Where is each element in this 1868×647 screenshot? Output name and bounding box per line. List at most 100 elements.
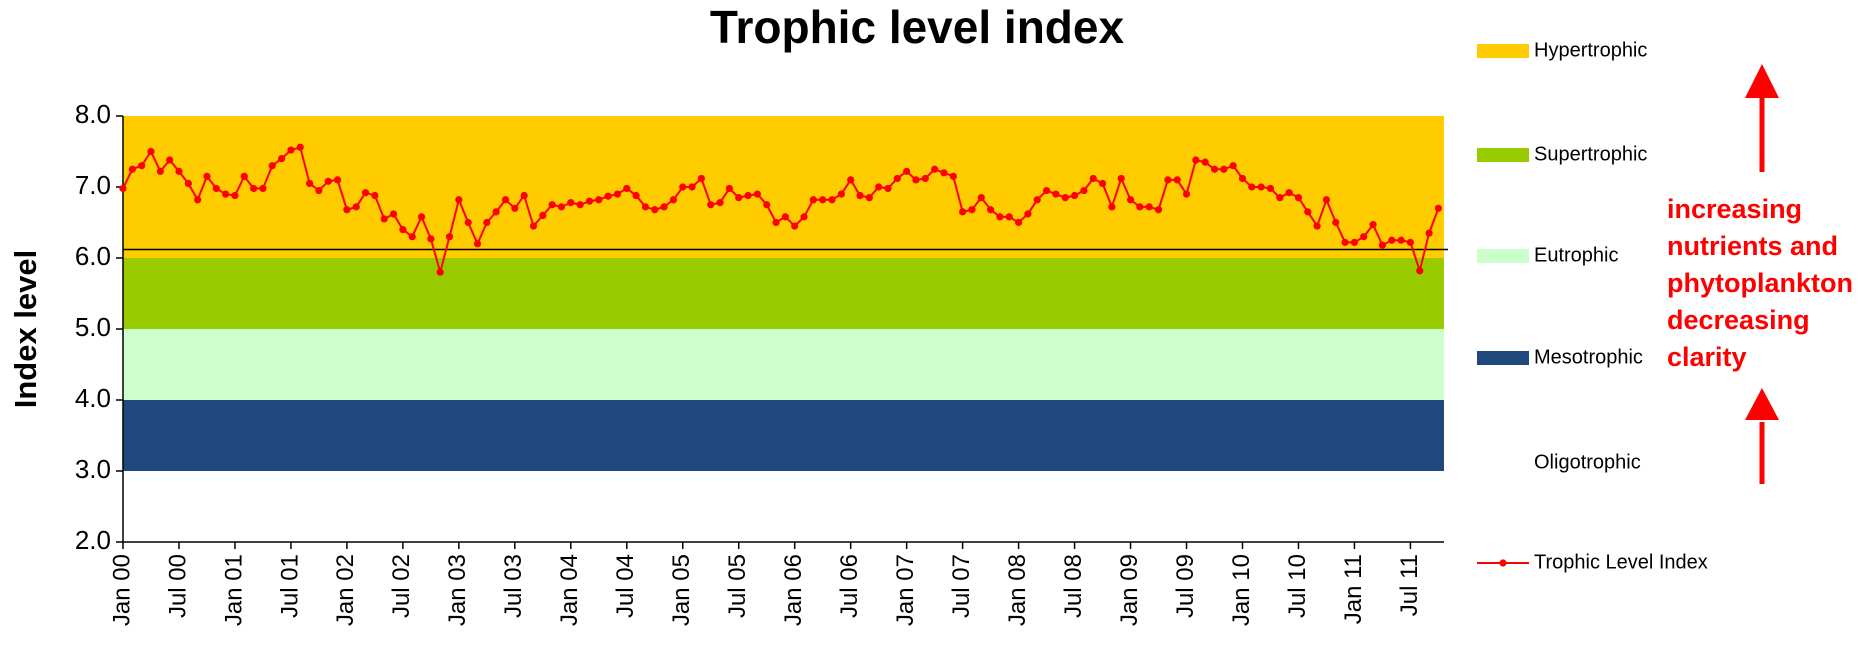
legend-label: Trophic Level Index: [1534, 551, 1708, 573]
data-point: [1173, 176, 1181, 184]
x-tick-label: Jan 00: [108, 554, 135, 626]
data-point: [557, 203, 566, 211]
data-point: [1304, 208, 1312, 216]
data-point: [268, 162, 276, 170]
data-point: [315, 186, 323, 195]
annotation-line: increasing: [1667, 194, 1802, 224]
data-point: [1089, 174, 1097, 183]
legend-label: Hypertrophic: [1534, 39, 1647, 61]
data-point: [1080, 186, 1088, 195]
data-point: [1182, 190, 1191, 198]
x-tick-label: Jul 04: [612, 554, 639, 618]
data-point: [1341, 238, 1349, 246]
x-tick-label: Jan 10: [1228, 554, 1255, 626]
data-point: [1369, 221, 1377, 229]
data-point: [959, 208, 967, 216]
data-point: [371, 191, 379, 200]
data-point: [324, 177, 332, 185]
data-point: [1033, 196, 1041, 204]
data-point: [240, 172, 248, 180]
data-point: [1098, 179, 1107, 188]
data-point: [791, 222, 799, 230]
data-point: [660, 203, 668, 211]
data-point: [1313, 222, 1321, 230]
data-point: [1108, 203, 1116, 211]
data-point: [1406, 238, 1415, 246]
data-point: [380, 215, 388, 223]
y-tick-label: 5.0: [75, 312, 111, 342]
data-point: [483, 218, 491, 227]
data-point: [1117, 174, 1125, 183]
data-point: [212, 184, 220, 193]
data-point: [669, 196, 678, 204]
data-point: [893, 174, 901, 183]
data-point: [194, 196, 202, 204]
x-tick-label: Jan 07: [892, 554, 919, 626]
x-tick-label: Jan 06: [780, 554, 807, 626]
data-point: [1294, 194, 1303, 202]
data-point: [688, 183, 696, 191]
data-point: [1126, 196, 1135, 204]
x-tick-label: Jan 08: [1004, 554, 1031, 626]
data-point: [1201, 158, 1209, 166]
data-point: [511, 204, 519, 212]
data-point: [1248, 183, 1256, 191]
data-point: [585, 197, 594, 205]
data-point: [1061, 194, 1069, 202]
x-tick-label: Jul 08: [1060, 554, 1087, 618]
data-point: [231, 191, 239, 200]
data-point: [1266, 184, 1275, 193]
data-point: [996, 213, 1004, 221]
data-point: [1192, 156, 1200, 164]
data-point: [772, 218, 780, 227]
x-tick-label: Jan 05: [668, 554, 695, 626]
data-point: [847, 176, 855, 184]
data-point: [1145, 203, 1153, 211]
data-point: [464, 218, 472, 227]
data-point: [875, 183, 883, 191]
data-point: [931, 165, 939, 173]
data-point: [203, 172, 211, 180]
x-tick-label: Jul 01: [276, 554, 303, 618]
data-point: [725, 184, 733, 193]
data-point: [837, 190, 845, 198]
data-point: [987, 206, 995, 214]
legend-swatch: [1477, 249, 1529, 263]
data-point: [1332, 218, 1340, 227]
data-point: [296, 143, 304, 151]
data-point: [716, 199, 724, 207]
data-point: [1154, 206, 1163, 214]
x-tick-label: Jul 03: [500, 554, 527, 618]
band: [123, 400, 1444, 471]
x-tick-label: Jan 09: [1116, 554, 1143, 626]
y-tick-label: 7.0: [75, 170, 111, 200]
data-point: [1425, 229, 1433, 237]
x-tick-label: Jul 10: [1284, 554, 1311, 618]
data-point: [1136, 203, 1144, 211]
annotation-line: nutrients and: [1667, 231, 1838, 261]
data-point: [921, 174, 929, 183]
data-point: [389, 210, 398, 218]
data-point: [1052, 190, 1060, 198]
band: [123, 258, 1444, 329]
data-point: [166, 156, 174, 164]
data-point: [427, 235, 435, 243]
chart-title: Trophic level index: [710, 1, 1125, 53]
data-point: [651, 206, 659, 214]
x-tick-label: Jan 11: [1340, 554, 1367, 624]
data-point: [501, 196, 510, 204]
data-point: [763, 201, 771, 209]
data-point: [352, 203, 360, 211]
legend-marker: [1499, 559, 1507, 567]
data-point: [492, 208, 500, 216]
data-point: [1416, 267, 1424, 275]
data-point: [1397, 236, 1405, 244]
x-tick-label: Jul 07: [948, 554, 975, 618]
legend-swatch: [1477, 456, 1529, 470]
x-tick-label: Jan 04: [556, 554, 583, 626]
data-point: [884, 184, 892, 193]
data-point: [856, 191, 864, 200]
x-tick-label: Jan 03: [444, 554, 471, 626]
arrows: [1745, 64, 1779, 484]
